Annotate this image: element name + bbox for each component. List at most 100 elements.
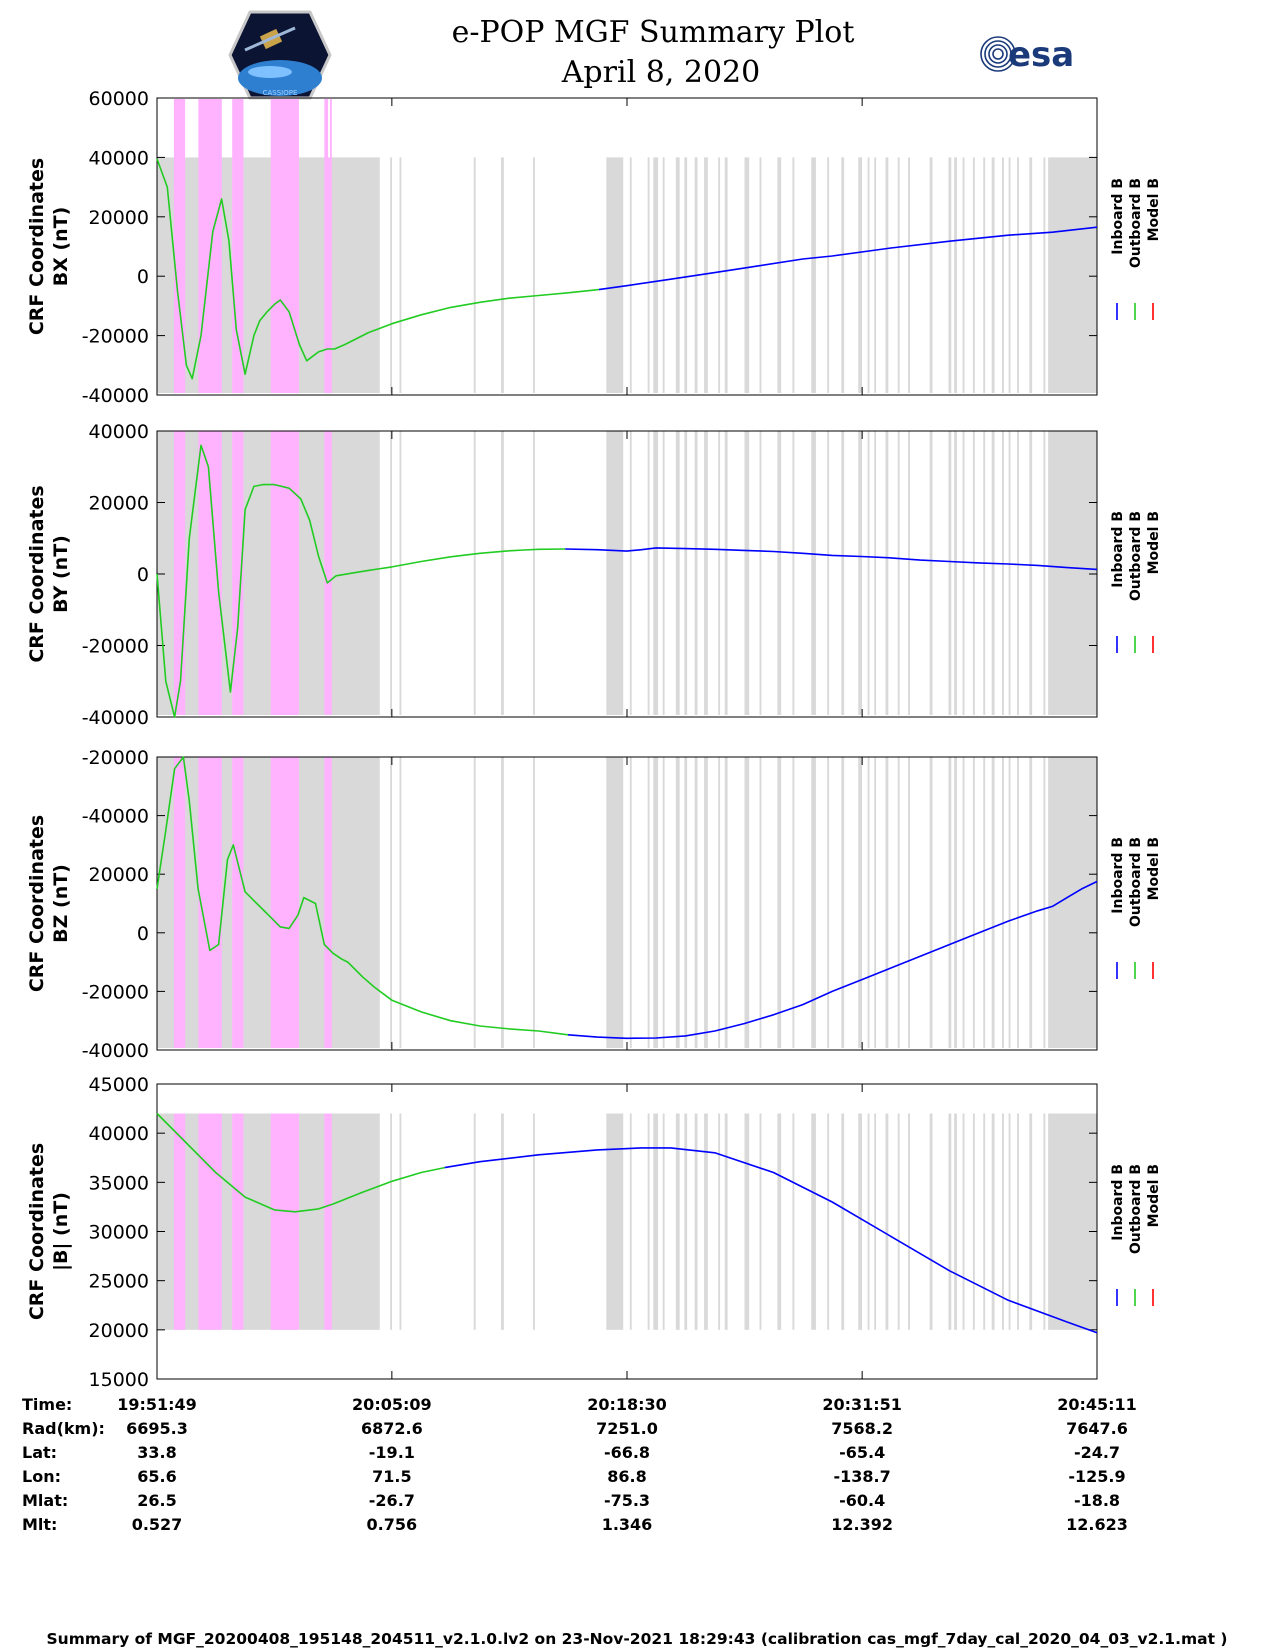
legend-inboard-label: Inboard B <box>1110 178 1126 255</box>
pink-band <box>198 757 222 1048</box>
gray-band <box>629 1113 632 1330</box>
legend-outboard-label: Outboard B <box>1128 178 1144 268</box>
y-tick-label: -20000 <box>82 326 149 348</box>
ephemeris-cell: -26.7 <box>369 1491 415 1510</box>
gray-band <box>694 431 698 715</box>
gray-band <box>858 757 862 1048</box>
y-tick-label: -40000 <box>82 806 149 828</box>
pink-band <box>198 431 222 715</box>
ephemeris-row-label: Rad(km): <box>22 1419 105 1438</box>
ephemeris-cell: -18.8 <box>1074 1491 1120 1510</box>
legend-inboard-label: Inboard B <box>1110 1164 1126 1241</box>
gray-band <box>1043 431 1046 715</box>
ephemeris-cell: 7647.6 <box>1066 1419 1128 1438</box>
ephemeris-cell: 1.346 <box>602 1515 653 1534</box>
gray-band <box>647 431 650 715</box>
pink-band <box>198 1113 222 1330</box>
gray-band <box>704 157 708 393</box>
gray-band <box>694 757 698 1048</box>
gray-band <box>874 431 877 715</box>
pink-band <box>324 757 332 1048</box>
pink-band <box>270 1113 299 1330</box>
gray-band <box>908 431 910 715</box>
gray-band <box>704 431 708 715</box>
panel-bz: -40000 -20000 0 20000 -40000 -20000 CRF Coordi… <box>26 747 1162 1062</box>
ephemeris-cell: 86.8 <box>607 1467 646 1486</box>
gray-band <box>662 757 665 1048</box>
gray-band <box>1017 1113 1019 1330</box>
pink-gap <box>226 99 229 158</box>
gray-band <box>606 757 624 1048</box>
gray-band <box>1048 157 1097 393</box>
y-tick-label: 15000 <box>89 1369 149 1391</box>
y-tick-label: -40000 <box>82 385 149 407</box>
ephemeris-cell: 0.756 <box>367 1515 418 1534</box>
y-tick-label: 40000 <box>89 147 149 169</box>
gray-band <box>718 1113 721 1330</box>
y-axis-unit-label: BY (nT) <box>50 535 72 613</box>
pink-gap <box>328 99 330 158</box>
gray-band <box>908 1113 910 1330</box>
gray-band <box>811 1113 816 1330</box>
gray-band <box>606 157 624 393</box>
gray-band <box>972 757 975 1048</box>
gray-band <box>991 157 995 393</box>
gray-band <box>885 431 889 715</box>
ephemeris-cell: 12.392 <box>831 1515 893 1534</box>
gray-band <box>653 157 659 393</box>
y-tick-label: 60000 <box>89 88 149 110</box>
pink-band <box>270 757 299 1048</box>
y-tick-label: 0 <box>137 266 149 288</box>
gray-band <box>724 431 728 715</box>
gray-band <box>399 1113 402 1330</box>
ephemeris-cell: -125.9 <box>1068 1467 1125 1486</box>
esa-logo-text: esa <box>1008 35 1074 75</box>
panel-bmag: 15000 20000 25000 30000 35000 40000 45000 CRF C… <box>26 1074 1162 1391</box>
gray-band <box>948 1113 952 1330</box>
gray-band <box>929 757 933 1048</box>
gray-band <box>390 157 392 393</box>
legend-outboard-label: Outboard B <box>1128 837 1144 927</box>
cassiope-logo: CASSIOPE <box>228 10 332 100</box>
y-tick-label: 30000 <box>89 1222 149 1244</box>
pink-band <box>173 99 186 393</box>
ephemeris-cell: -60.4 <box>839 1491 885 1510</box>
gray-band <box>759 157 762 393</box>
pink-band <box>232 431 244 715</box>
gray-band <box>1008 1113 1011 1330</box>
ephemeris-row-label: Lon: <box>22 1467 61 1486</box>
gray-band <box>684 757 688 1048</box>
y-tick-label: 20000 <box>89 493 149 515</box>
ephemeris-cell: 0.527 <box>132 1515 183 1534</box>
gray-band <box>792 757 795 1048</box>
gray-band <box>675 431 680 715</box>
gray-band <box>157 157 380 393</box>
gray-band <box>684 1113 688 1330</box>
legend-outboard-label: Outboard B <box>1128 511 1144 601</box>
gray-band <box>718 157 721 393</box>
ephemeris-cell: 71.5 <box>372 1467 411 1486</box>
pink-band <box>270 99 299 393</box>
gray-band <box>874 757 877 1048</box>
gray-band <box>647 157 650 393</box>
gray-band <box>390 1113 392 1330</box>
ephemeris-cell: 33.8 <box>137 1443 176 1462</box>
series-inboard-line <box>444 1147 1098 1334</box>
y-tick-label: -40000 <box>82 707 149 729</box>
gray-band <box>811 431 816 715</box>
gray-band <box>744 1113 750 1330</box>
gray-band <box>885 1113 889 1330</box>
gray-band <box>867 157 870 393</box>
gray-band <box>1048 1113 1097 1330</box>
gray-band <box>983 757 986 1048</box>
gray-band <box>473 757 476 1048</box>
gray-band <box>962 157 965 393</box>
pink-gap <box>193 99 196 158</box>
y-tick-label: -20000 <box>82 747 149 769</box>
gray-band <box>684 431 688 715</box>
legend-model-label: Model B <box>1146 837 1162 900</box>
pink-band <box>324 1113 332 1330</box>
gray-band <box>811 757 816 1048</box>
series-outboard-line <box>156 1112 445 1213</box>
gray-band <box>841 1113 845 1330</box>
